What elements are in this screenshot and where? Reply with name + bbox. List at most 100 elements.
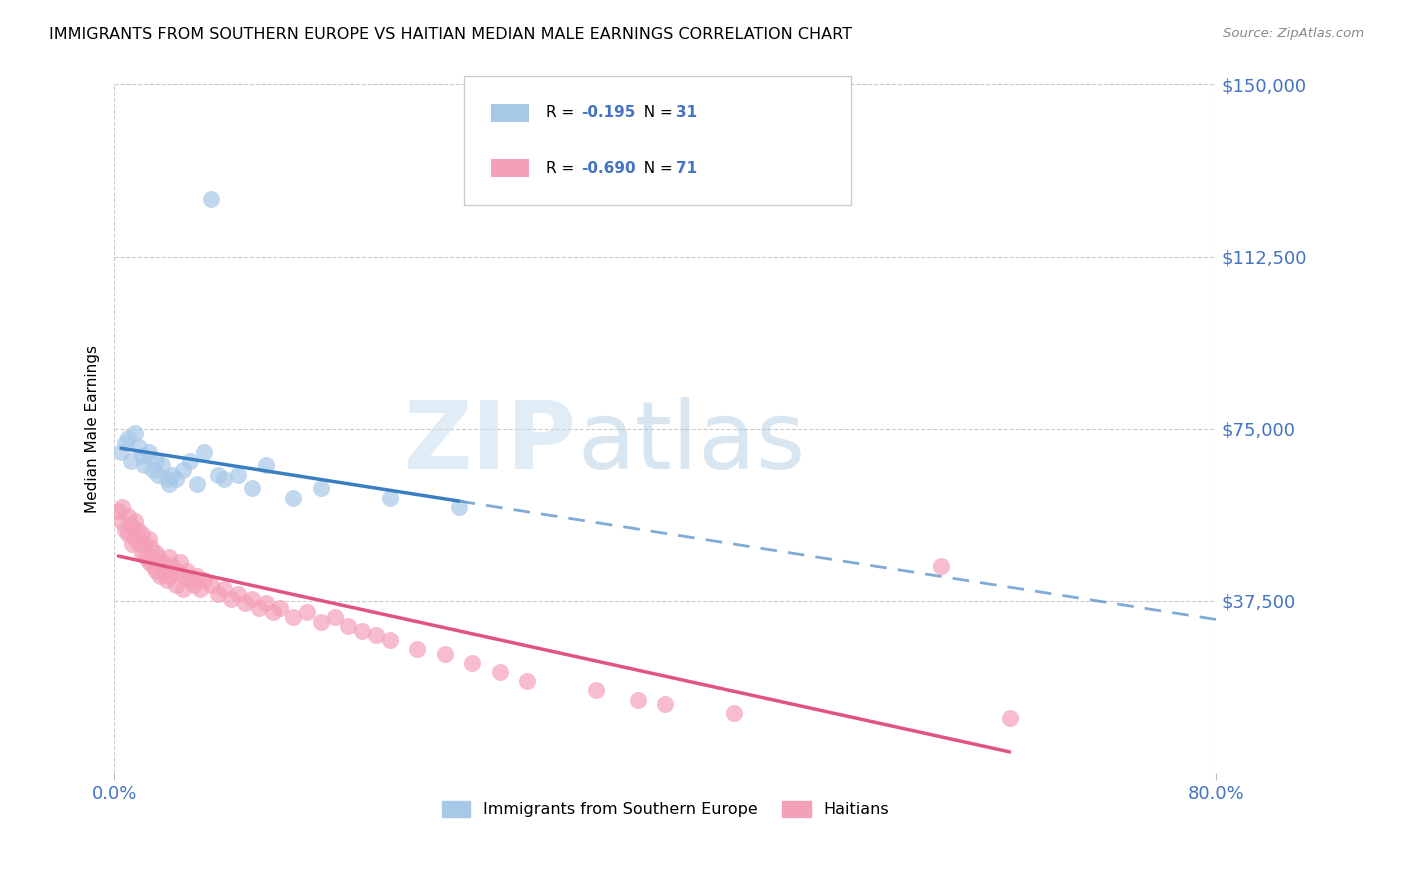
Point xyxy=(120,454,142,468)
Text: -0.195: -0.195 xyxy=(581,105,636,120)
Point xyxy=(186,568,208,582)
Point xyxy=(110,514,132,528)
Point xyxy=(337,619,360,633)
Text: IMMIGRANTS FROM SOUTHERN EUROPE VS HAITIAN MEDIAN MALE EARNINGS CORRELATION CHAR: IMMIGRANTS FROM SOUTHERN EUROPE VS HAITI… xyxy=(49,27,852,42)
Point xyxy=(179,454,201,468)
Point xyxy=(165,472,187,486)
Point xyxy=(352,624,374,638)
Point xyxy=(283,610,305,624)
Point xyxy=(157,550,180,565)
Point xyxy=(214,582,236,597)
Point xyxy=(148,467,170,482)
Point xyxy=(138,555,160,569)
Point xyxy=(110,444,132,458)
Point xyxy=(145,546,167,560)
Point xyxy=(309,615,332,629)
Point xyxy=(117,431,139,445)
Point xyxy=(111,500,134,514)
Point xyxy=(128,536,150,550)
Point xyxy=(447,500,470,514)
Point xyxy=(172,568,194,582)
Point xyxy=(160,559,183,574)
Point xyxy=(165,578,187,592)
Point xyxy=(157,476,180,491)
Point xyxy=(585,683,607,698)
Point xyxy=(247,600,270,615)
Point xyxy=(998,711,1021,725)
Point xyxy=(169,555,191,569)
Point xyxy=(165,564,187,578)
Point xyxy=(155,472,177,486)
Point xyxy=(117,508,139,523)
Point xyxy=(929,559,952,574)
Point xyxy=(124,514,146,528)
Text: R =: R = xyxy=(546,161,579,176)
Point xyxy=(176,564,198,578)
Point xyxy=(134,458,156,473)
Point xyxy=(654,697,676,711)
Point xyxy=(262,606,284,620)
Point xyxy=(131,450,153,464)
Point xyxy=(200,192,222,206)
Point xyxy=(131,546,153,560)
Point xyxy=(131,527,153,541)
Text: atlas: atlas xyxy=(576,397,806,489)
Point xyxy=(179,574,201,588)
Point xyxy=(145,454,167,468)
Point xyxy=(200,578,222,592)
Point xyxy=(172,582,194,597)
Point xyxy=(433,647,456,661)
Point xyxy=(153,564,176,578)
Point xyxy=(183,578,205,592)
Point xyxy=(627,692,650,706)
Point xyxy=(160,467,183,482)
Text: Source: ZipAtlas.com: Source: ZipAtlas.com xyxy=(1223,27,1364,40)
Point xyxy=(157,568,180,582)
Text: N =: N = xyxy=(634,161,678,176)
Point xyxy=(516,674,538,689)
Point xyxy=(152,458,174,473)
Point xyxy=(172,463,194,477)
Point xyxy=(283,491,305,505)
Point xyxy=(142,559,165,574)
Point xyxy=(152,555,174,569)
Point xyxy=(155,574,177,588)
Point xyxy=(254,596,277,610)
Point xyxy=(186,476,208,491)
Point xyxy=(121,536,143,550)
Point xyxy=(124,532,146,546)
Point xyxy=(378,491,401,505)
Point xyxy=(145,564,167,578)
Point xyxy=(226,587,249,601)
Point xyxy=(240,482,263,496)
Point xyxy=(378,632,401,647)
Point xyxy=(233,596,256,610)
Text: R =: R = xyxy=(546,105,579,120)
Point xyxy=(107,504,129,518)
Point xyxy=(134,536,156,550)
Point xyxy=(193,574,215,588)
Text: N =: N = xyxy=(634,105,678,120)
Text: 71: 71 xyxy=(676,161,697,176)
Y-axis label: Median Male Earnings: Median Male Earnings xyxy=(86,345,100,513)
Point xyxy=(117,527,139,541)
Point xyxy=(269,600,291,615)
Point xyxy=(323,610,346,624)
Point xyxy=(135,550,157,565)
Point xyxy=(207,587,229,601)
Point xyxy=(219,591,242,606)
Point xyxy=(141,541,163,555)
Point xyxy=(142,463,165,477)
Point xyxy=(114,435,136,450)
Point xyxy=(128,440,150,454)
Legend: Immigrants from Southern Europe, Haitians: Immigrants from Southern Europe, Haitian… xyxy=(434,794,896,823)
Point xyxy=(309,482,332,496)
Text: -0.690: -0.690 xyxy=(581,161,636,176)
Text: ZIP: ZIP xyxy=(404,397,576,489)
Point xyxy=(214,472,236,486)
Text: 31: 31 xyxy=(676,105,697,120)
Point xyxy=(127,523,149,537)
Point xyxy=(138,532,160,546)
Point xyxy=(124,426,146,441)
Point xyxy=(138,444,160,458)
